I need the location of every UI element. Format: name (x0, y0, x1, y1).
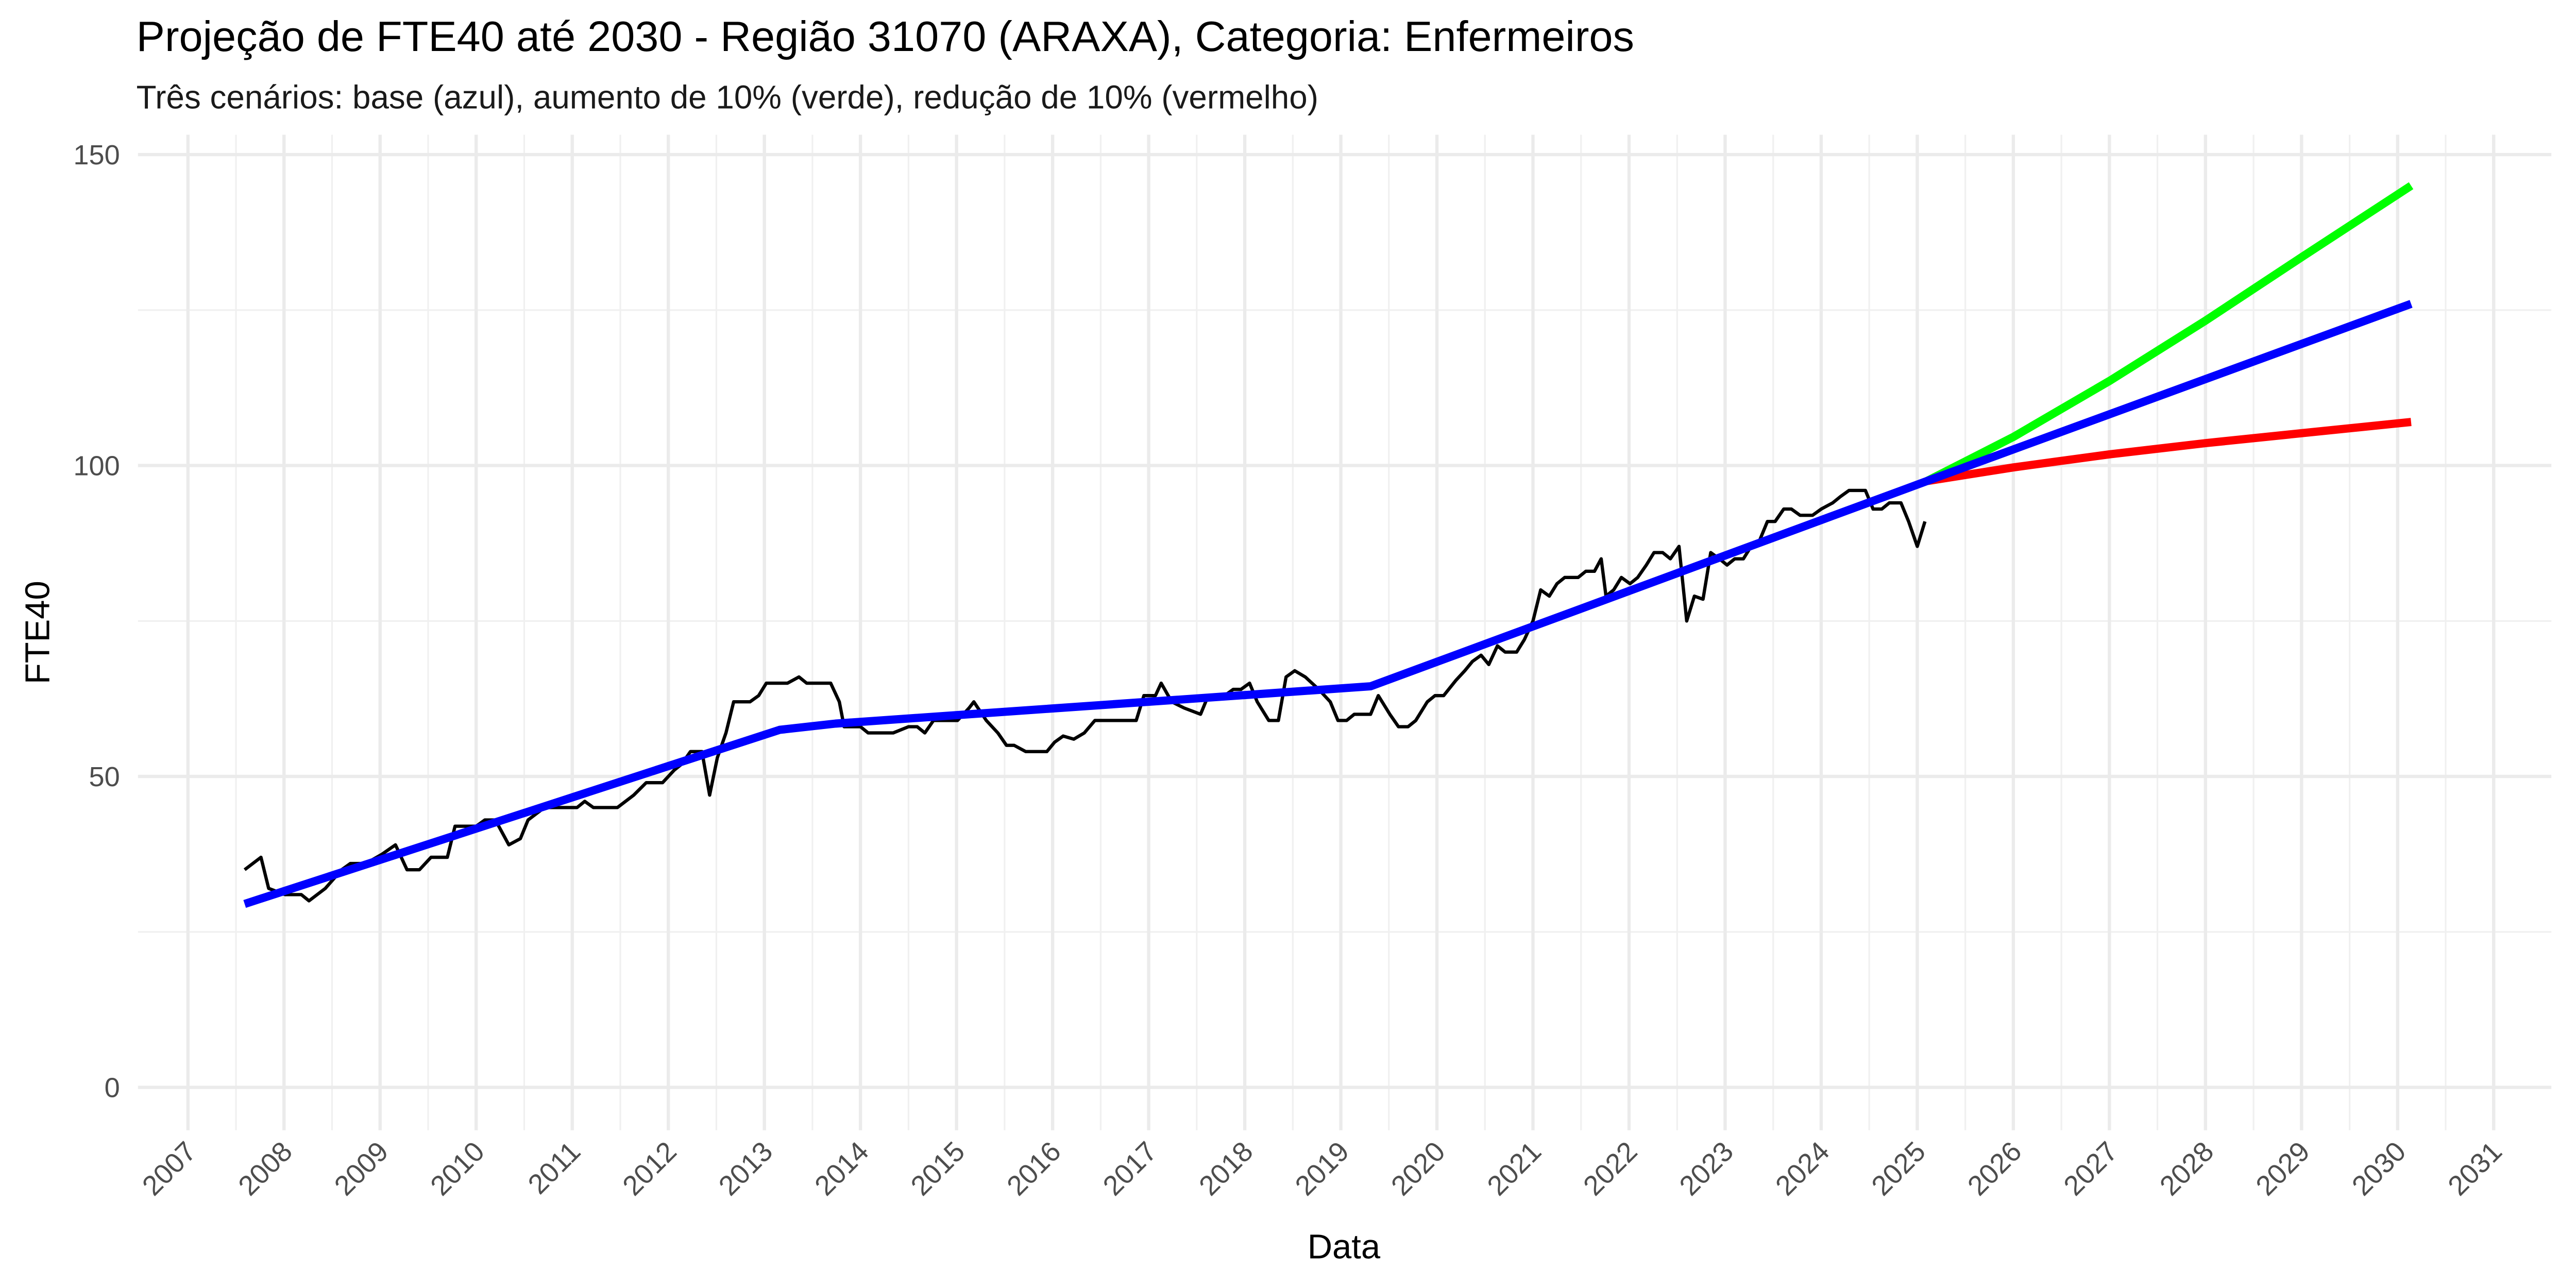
y-axis-title: FTE40 (19, 581, 57, 684)
x-axis-title: Data (1308, 1228, 1381, 1266)
chart-subtitle: Três cenários: base (azul), aumento de 1… (137, 78, 1318, 115)
y-tick-label: 0 (105, 1073, 120, 1104)
y-tick-label: 50 (89, 761, 120, 792)
series-line (243, 300, 2413, 908)
y-tick-label: 150 (73, 140, 120, 171)
y-tick-label: 100 (73, 451, 120, 482)
series-line (1925, 182, 2414, 485)
series-line (1926, 418, 2412, 485)
grid (138, 134, 2552, 1130)
chart-title: Projeção de FTE40 até 2030 - Região 3107… (137, 12, 1634, 60)
lines (243, 182, 2414, 908)
